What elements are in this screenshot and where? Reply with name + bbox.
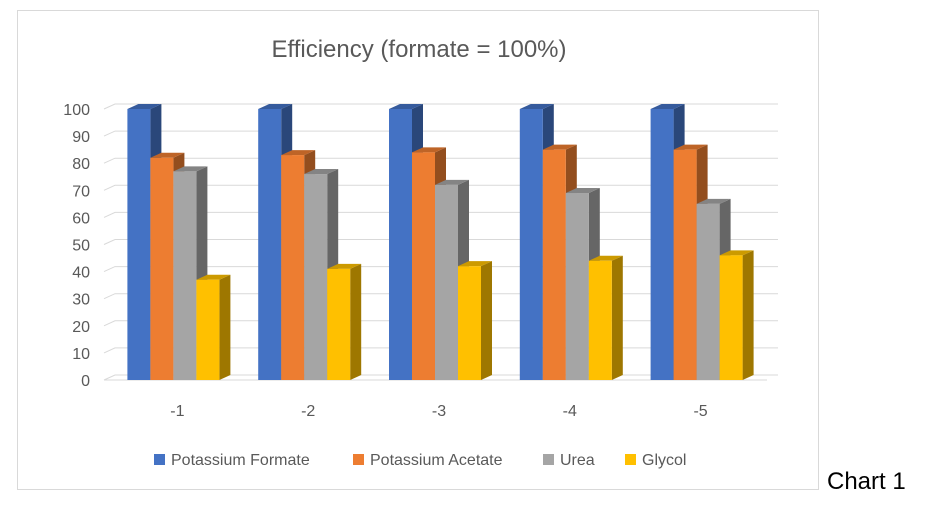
y-tick-label: 30 [72,292,90,309]
bar-front [173,171,197,380]
bar-top [281,150,316,156]
bar-top [458,261,492,267]
y-tick-label: 80 [72,156,90,173]
x-tick-label: -1 [170,403,184,420]
bar-front [458,266,481,380]
x-tick-label: -4 [563,403,577,420]
bar [458,261,492,380]
bar-front [696,203,720,380]
y-tick-label: 90 [72,129,90,146]
legend-item: Glycol [625,452,686,469]
bar-front [588,260,612,380]
bar-front [650,109,674,380]
bar-side [742,250,754,380]
bar-top [650,104,685,109]
bar-front [542,149,566,380]
bar-top [173,166,208,172]
bar-top [719,250,754,256]
chart-title: Efficiency (formate = 100%) [271,36,566,63]
x-axis: -1 -2 -3 -4 -5 [170,403,708,420]
bar-top [435,179,469,185]
bar-front [258,109,282,380]
bar-top [519,104,554,109]
bar-top [150,152,185,158]
legend-label: Potassium Acetate [370,452,503,469]
legend-item: Potassium Formate [154,452,310,469]
chart-svg: Efficiency (formate = 100%) 0 10 20 30 40 50 6… [63,36,778,469]
bar-top [327,263,362,269]
bar-front [196,279,220,380]
y-tick-label: 70 [72,183,90,200]
bar-top [696,198,731,204]
bar-front [150,157,174,380]
y-tick-label: 100 [63,102,90,119]
bar-top [127,104,162,109]
bar-front [435,184,458,380]
bar [588,255,623,380]
chart-frame: Efficiency (formate = 100%) 0 10 20 30 40 50 6… [17,10,819,490]
bar-top [588,255,623,261]
legend-swatch [625,454,636,465]
y-axis: 0 10 20 30 40 50 60 70 80 90 100 [63,102,90,390]
y-tick-label: 20 [72,319,90,336]
bar [327,263,362,380]
gridline [103,130,778,137]
chart-caption: Chart 1 [827,468,906,495]
x-tick-label: -5 [693,403,707,420]
bar-front [565,193,589,380]
x-tick-label: -3 [432,403,446,420]
bar-top [412,147,446,153]
bar-top [304,169,339,175]
legend-label: Urea [560,452,595,469]
y-tick-label: 0 [81,373,90,390]
y-tick-label: 60 [72,210,90,227]
legend-label: Potassium Formate [171,452,310,469]
bar [719,250,754,380]
bar-front [719,255,743,380]
bar-front [281,155,305,380]
bars [127,104,754,380]
bar-top [542,144,577,150]
legend: Potassium Formate Potassium Acetate Urea Gl… [154,452,686,469]
gridline [103,103,778,110]
y-tick-label: 40 [72,265,90,282]
bar-top [565,188,600,194]
legend-item: Potassium Acetate [353,452,503,469]
bar-top [673,144,708,150]
bar-top [258,104,293,109]
legend-label: Glycol [642,452,686,469]
bar-front [304,174,328,380]
bar [196,274,231,380]
x-tick-label: -2 [301,403,315,420]
legend-item: Urea [543,452,595,469]
legend-swatch [543,454,554,465]
bar-front [327,268,351,380]
bar-side [219,274,231,380]
y-tick-label: 50 [72,238,90,255]
bar-front [412,152,435,380]
bar-side [350,263,362,380]
bar-front [389,109,412,380]
bar-side [611,255,623,380]
bar-top [389,104,423,109]
y-tick-label: 10 [72,346,90,363]
bar-front [127,109,151,380]
legend-swatch [353,454,364,465]
bar-top [196,274,231,280]
bar-side [481,261,492,380]
legend-swatch [154,454,165,465]
bar-front [519,109,543,380]
bar-front [673,149,697,380]
